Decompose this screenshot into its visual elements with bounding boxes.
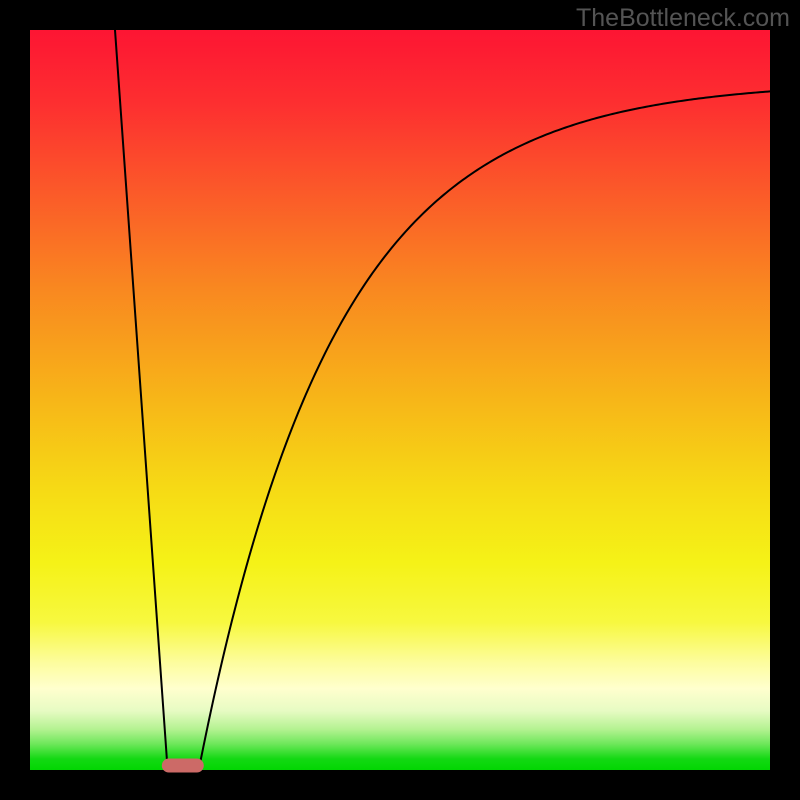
bottleneck-chart — [0, 0, 800, 800]
chart-container: TheBottleneck.com — [0, 0, 800, 800]
bottleneck-marker — [162, 759, 204, 773]
watermark-text: TheBottleneck.com — [576, 4, 790, 33]
